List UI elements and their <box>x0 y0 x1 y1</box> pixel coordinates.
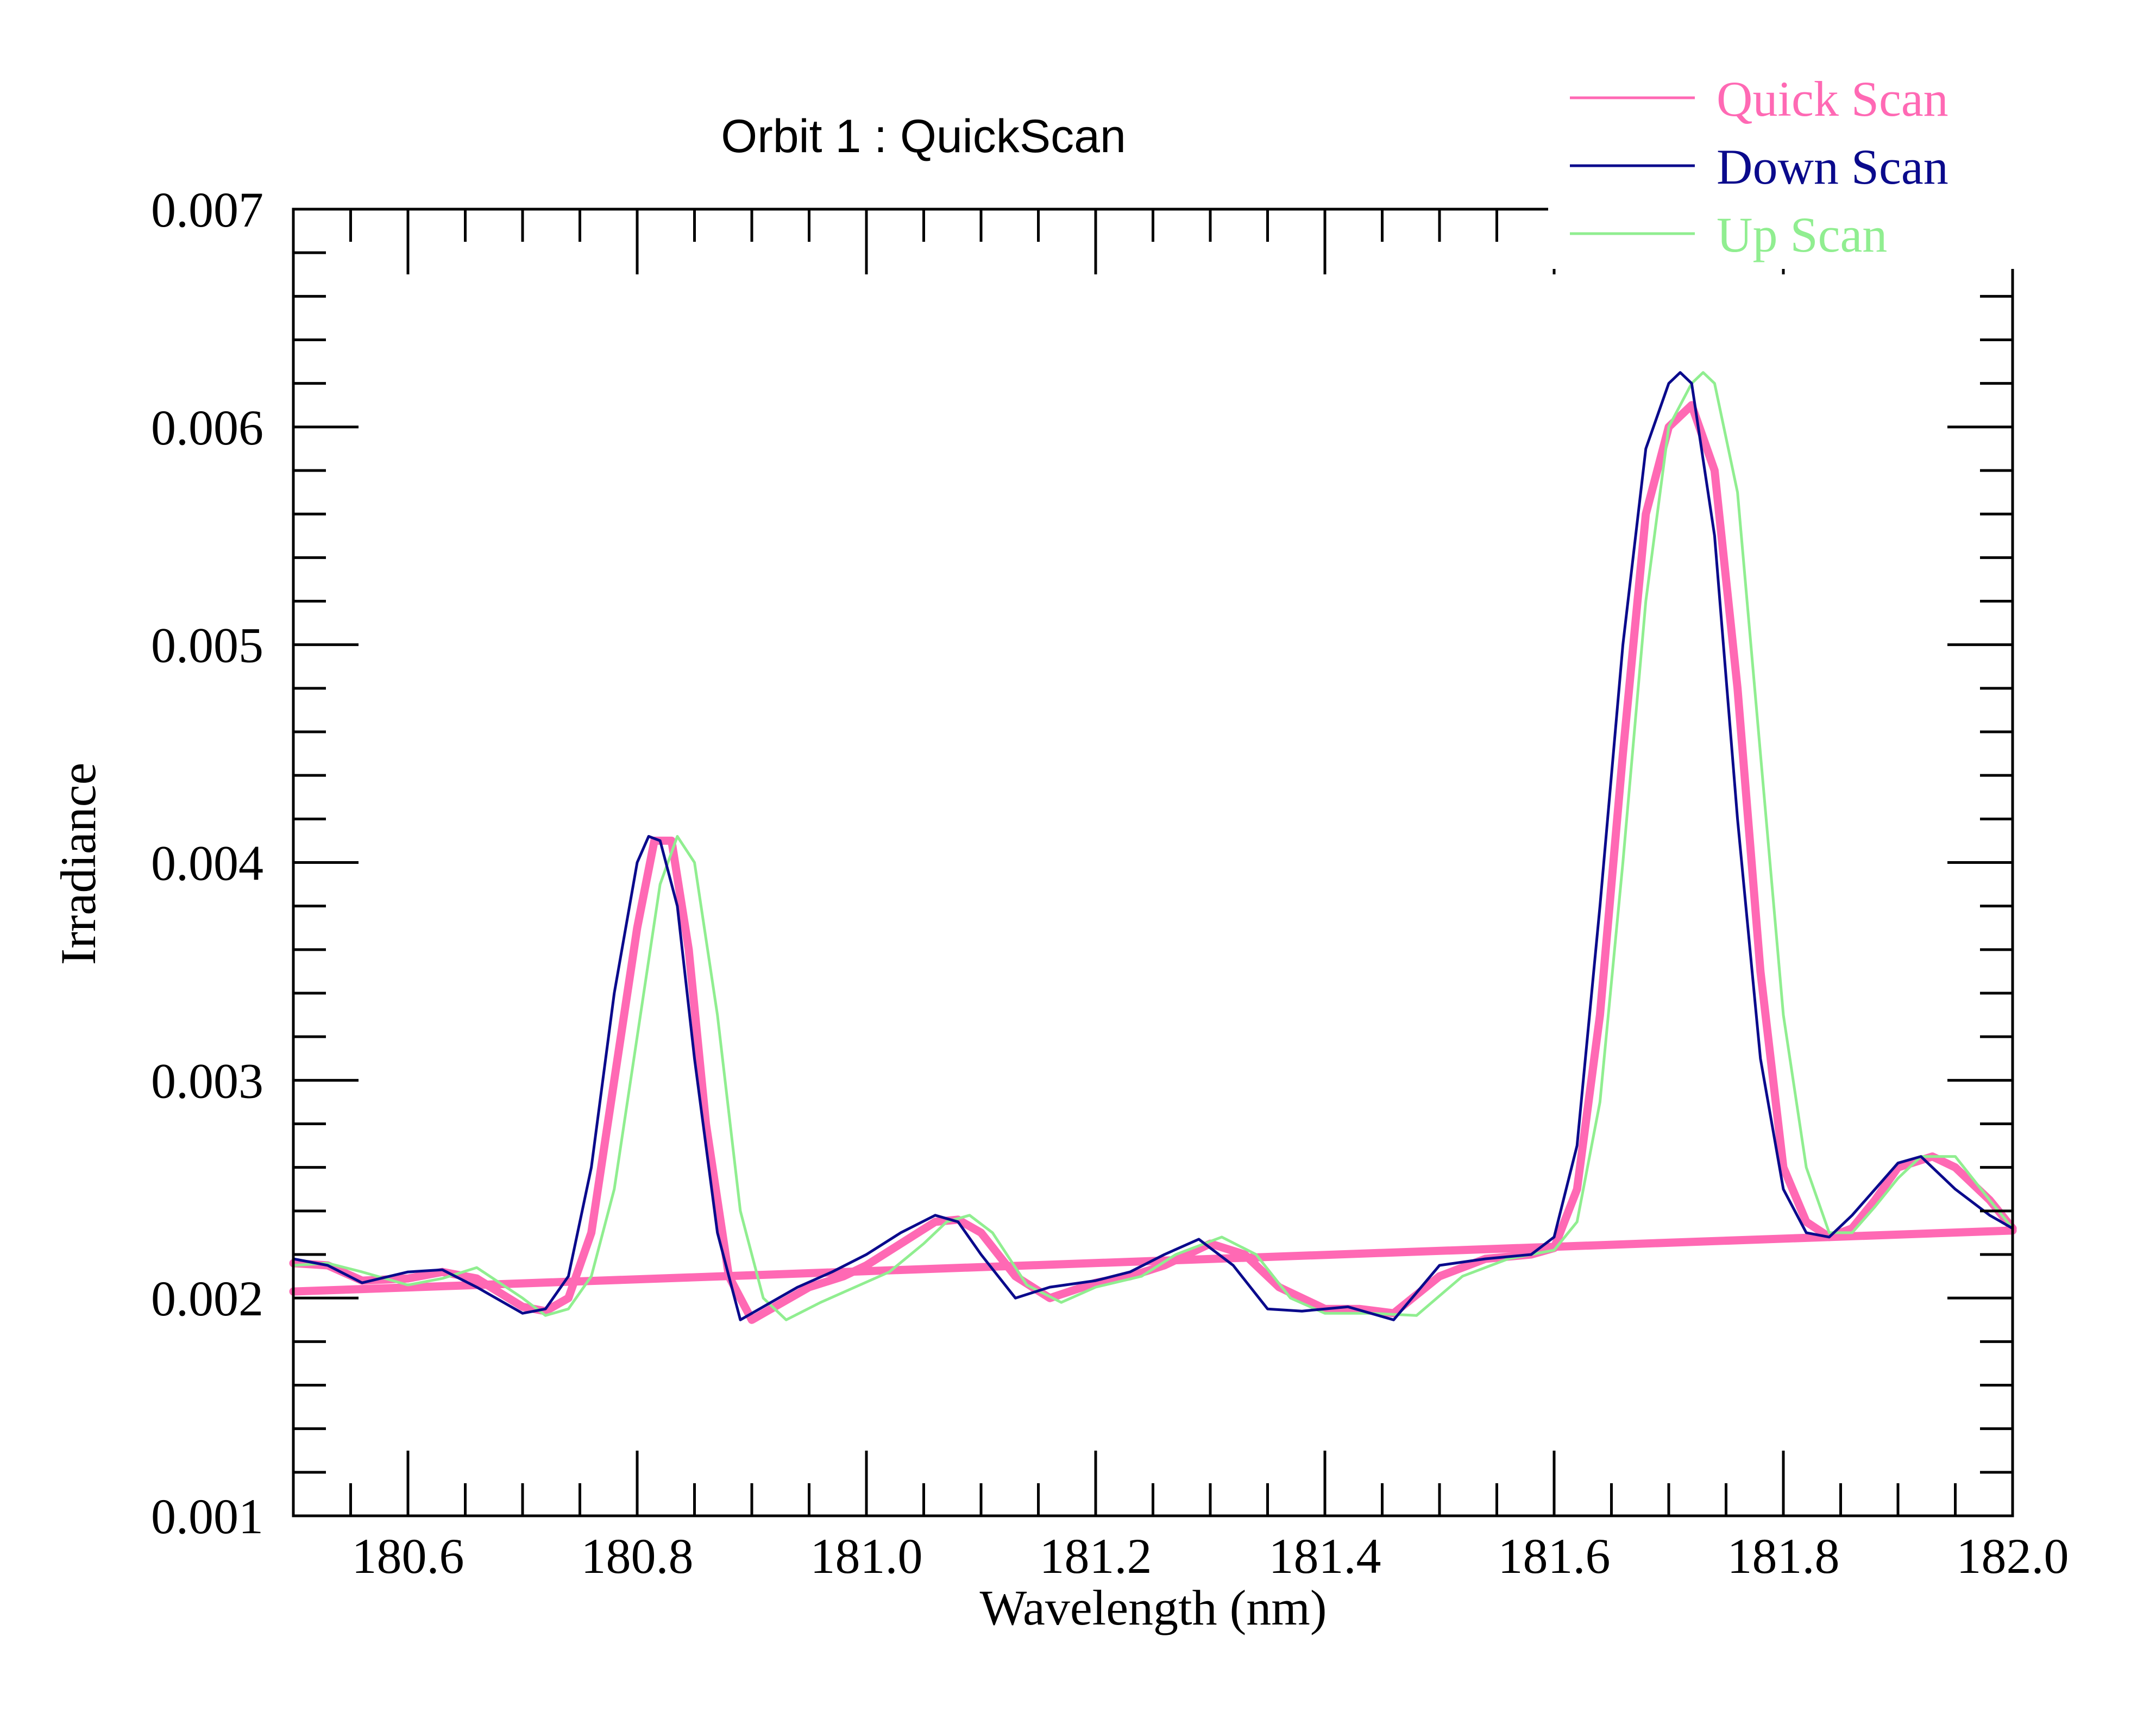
legend-label: Down Scan <box>1717 139 1948 195</box>
x-tick-label: 182.0 <box>1957 1528 2069 1584</box>
y-tick-label: 0.004 <box>151 836 263 891</box>
x-tick-label: 180.6 <box>352 1528 464 1584</box>
y-tick-label: 0.007 <box>151 182 263 237</box>
x-tick-label: 180.8 <box>581 1528 694 1584</box>
x-tick-label: 181.8 <box>1727 1528 1840 1584</box>
y-tick-label: 0.001 <box>151 1489 263 1544</box>
legend-label: Up Scan <box>1717 207 1887 262</box>
y-tick-label: 0.002 <box>151 1271 263 1326</box>
y-axis-label: Irradiance <box>51 763 106 965</box>
y-tick-label: 0.005 <box>151 618 263 673</box>
x-axis-label: Wavelength (nm) <box>980 1580 1327 1635</box>
series-line-quick-scan <box>289 401 2017 1324</box>
x-tick-label: 181.2 <box>1040 1528 1152 1584</box>
legend-label: Quick Scan <box>1717 71 1948 127</box>
chart-title: Orbit 1 : QuickScan <box>721 110 1126 162</box>
series-line-up-scan <box>292 371 2014 1321</box>
x-tick-label: 181.0 <box>810 1528 923 1584</box>
x-tick-label: 181.6 <box>1498 1528 1611 1584</box>
y-tick-label: 0.006 <box>151 400 263 455</box>
series-line-down-scan <box>292 371 2014 1321</box>
y-tick-label: 0.003 <box>151 1053 263 1108</box>
x-tick-label: 181.4 <box>1269 1528 1381 1584</box>
legend: Quick Scan Down Scan Up Scan <box>1548 65 2091 269</box>
plot-area: 180.6 180.8 181.0 181.2 181.4 181.6 181.8 182.0… <box>151 182 2069 1584</box>
